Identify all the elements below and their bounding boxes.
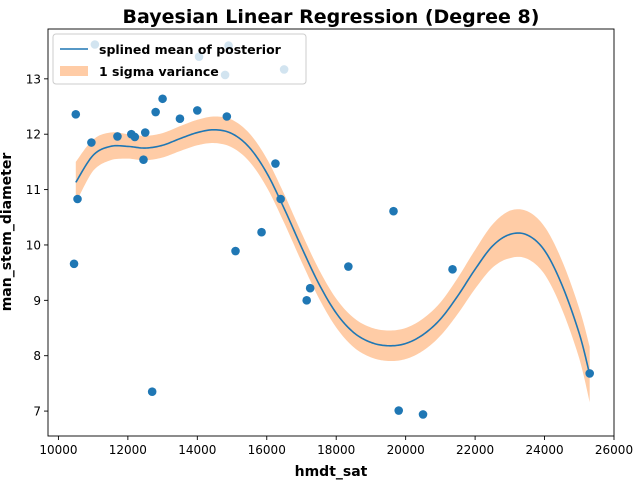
data-point-9	[140, 128, 150, 137]
axes-frame	[47, 28, 615, 437]
x-tick-label-22000: 22000	[456, 443, 494, 457]
x-tick-label-14000: 14000	[178, 443, 216, 457]
data-point-25	[305, 283, 315, 293]
x-tick-label-16000: 16000	[248, 443, 286, 457]
y-tick-label-11: 11	[26, 183, 41, 197]
mean-line	[75, 128, 591, 375]
data-point-11	[151, 107, 160, 117]
data-point-10	[147, 387, 157, 397]
data-point-24	[302, 296, 311, 305]
data-point-7	[130, 132, 140, 142]
data-point-12	[158, 94, 167, 104]
data-point-31	[585, 369, 594, 378]
data-point-21	[271, 159, 280, 168]
y-tick-label-7: 7	[33, 405, 41, 419]
x-tick-label-10000: 10000	[39, 443, 77, 457]
legend: splined mean of posterior 1 sigma varian…	[52, 33, 307, 85]
legend-mean-label: splined mean of posterior	[99, 42, 282, 57]
y-axis-label: man_stem_diameter	[0, 153, 15, 312]
data-point-1	[71, 109, 81, 119]
x-tick-label-12000: 12000	[109, 443, 147, 457]
x-tick-label-26000: 26000	[595, 443, 633, 457]
legend-variance-swatch	[60, 66, 88, 76]
data-point-3	[87, 138, 96, 147]
data-point-17	[222, 112, 232, 121]
y-tick-label-10: 10	[26, 238, 41, 252]
x-axis-ticks: 10000 12000 14000 16000 18000 20000 22000 24000…	[39, 436, 633, 457]
x-tick-label-18000: 18000	[317, 443, 355, 457]
data-point-30	[448, 265, 457, 274]
data-point-8	[139, 155, 148, 164]
data-point-2	[73, 194, 82, 204]
data-point-28	[394, 406, 404, 415]
data-point-14	[193, 106, 202, 115]
y-tick-label-12: 12	[26, 128, 41, 142]
data-point-13	[175, 114, 185, 124]
data-point-26	[344, 262, 353, 271]
data-point-19	[231, 246, 240, 256]
x-axis-label: hmdt_sat	[295, 464, 368, 480]
x-tick-label-24000: 24000	[525, 443, 563, 457]
data-point-5	[113, 132, 122, 141]
chart-title: Bayesian Linear Regression (Degree 8)	[123, 6, 540, 28]
y-tick-label-8: 8	[33, 349, 41, 363]
x-tick-label-20000: 20000	[387, 443, 425, 457]
data-point-29	[418, 410, 428, 419]
legend-variance-label: 1 sigma variance	[99, 64, 219, 79]
data-point-0	[69, 259, 79, 269]
data-point-20	[257, 227, 266, 237]
y-axis-ticks: 7 8 9 10 11 12 13	[26, 72, 48, 419]
variance-band	[75, 116, 590, 403]
y-tick-label-13: 13	[26, 72, 41, 86]
plot-area	[48, 29, 614, 436]
data-point-22	[276, 194, 285, 204]
y-tick-label-9: 9	[33, 294, 41, 308]
legend-box	[52, 33, 307, 85]
data-point-27	[389, 206, 398, 216]
